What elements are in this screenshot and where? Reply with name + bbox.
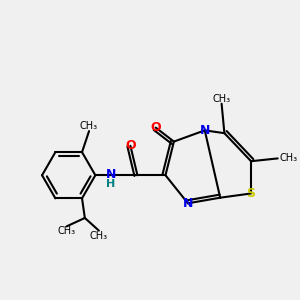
Text: CH₃: CH₃: [279, 153, 297, 164]
Text: N: N: [106, 168, 116, 181]
Text: O: O: [150, 121, 161, 134]
Text: CH₃: CH₃: [90, 231, 108, 241]
Text: CH₃: CH₃: [58, 226, 76, 236]
Text: N: N: [183, 197, 193, 210]
Text: H: H: [106, 179, 116, 189]
Text: S: S: [247, 187, 256, 200]
Text: N: N: [200, 124, 210, 137]
Text: O: O: [125, 139, 136, 152]
Text: CH₃: CH₃: [80, 121, 98, 131]
Text: CH₃: CH₃: [212, 94, 231, 104]
